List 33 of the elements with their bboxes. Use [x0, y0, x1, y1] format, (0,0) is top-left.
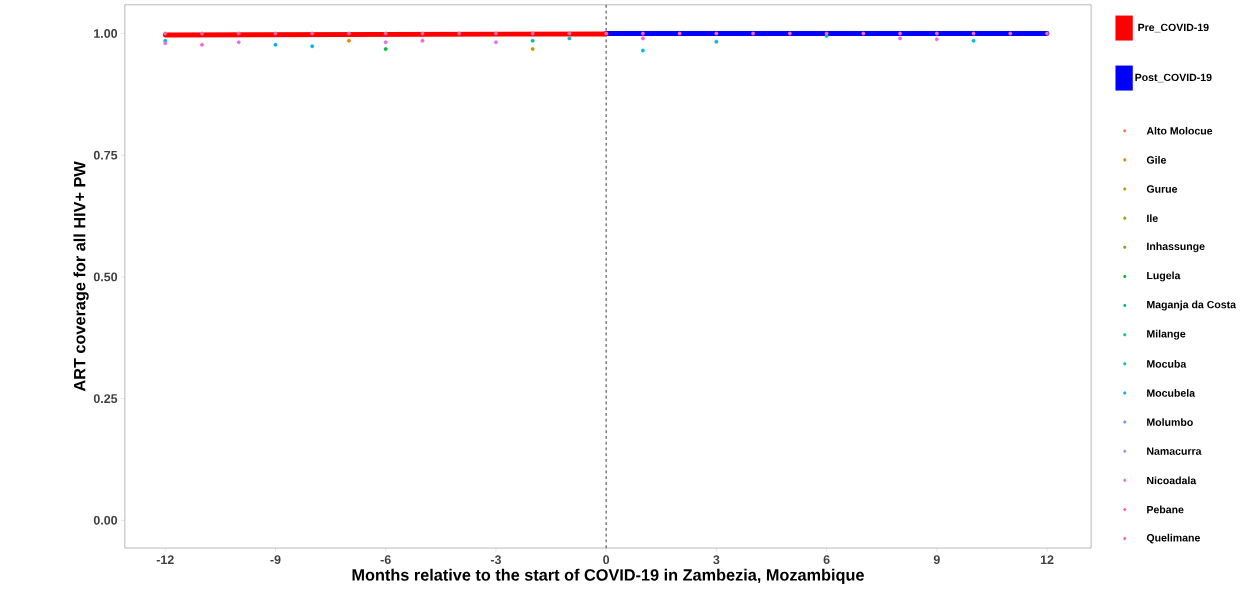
legend-label: Post_COVID-19 — [1135, 73, 1212, 83]
y-axis-title: ART coverage for all HIV+ PW — [73, 161, 89, 392]
y-tick-label: 0.00 — [93, 515, 118, 525]
legend-label: Ile — [1147, 214, 1158, 223]
legend-label: Gile — [1146, 156, 1166, 164]
x-tick-label: 6 — [823, 555, 830, 565]
x-tick-label: 12 — [1040, 555, 1054, 564]
y-tick-label: 0.25 — [93, 394, 118, 404]
y-tick-label: 0.50 — [93, 272, 118, 282]
x-tick-label: -9 — [270, 555, 281, 565]
legend-label: Nicoadala — [1147, 476, 1197, 485]
x-tick-label: 9 — [933, 555, 940, 565]
legend-label: Pebane — [1147, 505, 1184, 514]
legend-label: Mocubela — [1147, 389, 1196, 397]
legend-label: Inhassunge — [1147, 242, 1205, 253]
y-tick-label: 1.00 — [94, 29, 118, 38]
y-tick-label: 0.75 — [93, 150, 118, 160]
legend-label: Milange — [1147, 329, 1186, 340]
legend-label: Gurue — [1146, 185, 1178, 193]
x-tick-label: 3 — [713, 555, 720, 565]
legend-label: Alto Molocue — [1146, 126, 1213, 135]
legend-label: Quelimane — [1146, 533, 1200, 544]
legend-label: Maganja da Costa — [1147, 300, 1237, 311]
legend-label: Namacurra — [1147, 447, 1202, 455]
x-axis-title: Months relative to the start of COVID-19 in Zambezia, Mozambique — [352, 568, 864, 584]
x-tick-label: -12 — [156, 555, 174, 564]
legend-label: Mocuba — [1147, 359, 1187, 368]
legend-label: Molumbo — [1147, 418, 1193, 426]
legend-label: Lugela — [1147, 271, 1181, 282]
x-tick-label: -6 — [380, 555, 391, 565]
legend-label: Pre_COVID-19 — [1138, 23, 1209, 33]
x-tick-label: 0 — [603, 555, 610, 565]
x-tick-label: -3 — [490, 555, 502, 565]
